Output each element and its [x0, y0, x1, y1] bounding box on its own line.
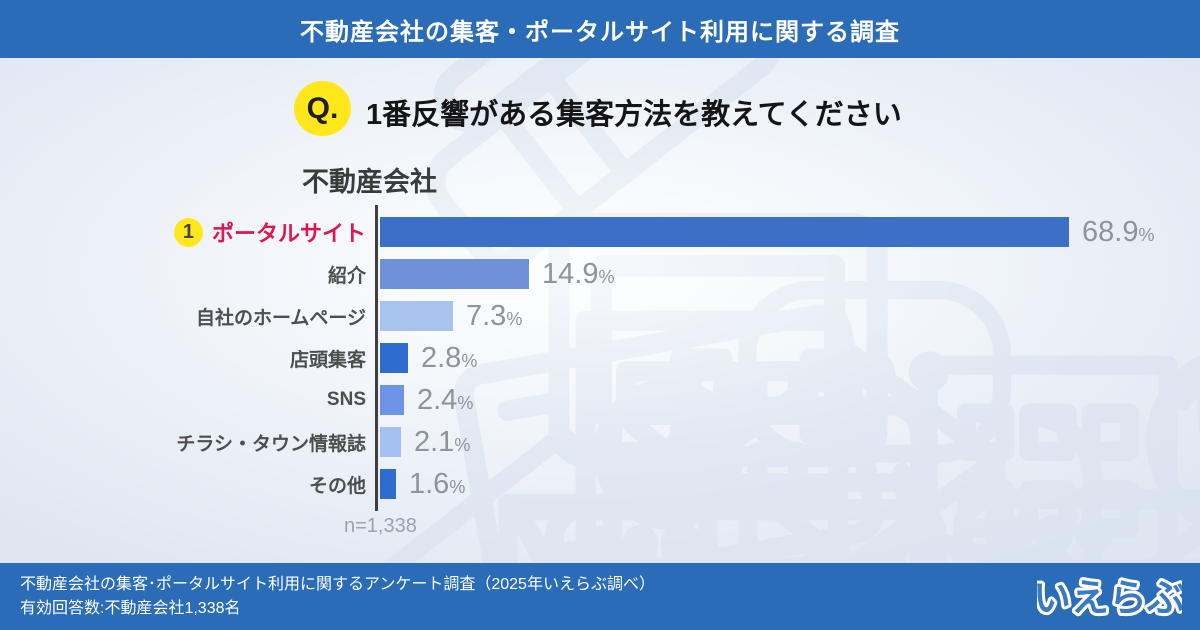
value-unit: %	[461, 350, 478, 371]
value-label: 2.4%	[417, 384, 473, 417]
bar	[380, 217, 1069, 247]
value-unit: %	[506, 308, 523, 329]
bar-chart: 1 ポータルサイト 68.9% 紹介 14.9% 自社のホームページ 7.3% 店頭集客 2.8…	[0, 203, 1200, 537]
row-label: SNS	[326, 389, 366, 410]
value-label: 14.9%	[542, 258, 614, 291]
value-label: 7.3%	[466, 300, 522, 333]
row-label: チラシ・タウン情報誌	[176, 433, 366, 455]
chart-row: SNS 2.4%	[0, 379, 1200, 421]
value-label: 1.6%	[409, 468, 465, 501]
bar	[380, 343, 408, 373]
row-label-cell: SNS	[0, 389, 366, 411]
chart-row: その他 1.6%	[0, 463, 1200, 505]
bar	[380, 301, 453, 331]
rank-1-badge: 1	[173, 217, 203, 247]
row-label: ポータルサイト	[211, 221, 366, 246]
sample-size-note: n=1,338	[344, 515, 417, 537]
value-unit: %	[454, 434, 471, 455]
row-label: 自社のホームページ	[195, 307, 366, 329]
value-number: 2.8	[421, 341, 462, 374]
row-label-cell: 1 ポータルサイト	[0, 216, 366, 248]
chart-title: 不動産会社	[302, 167, 437, 197]
chart-row: 1 ポータルサイト 68.9%	[0, 211, 1200, 253]
row-label-cell: その他	[0, 471, 366, 498]
value-number: 14.9	[542, 257, 599, 290]
value-number: 68.9	[1082, 215, 1139, 248]
row-label: 店頭集客	[289, 349, 366, 371]
question-text: 1番反響がある集客方法を教えてください	[366, 99, 902, 131]
row-label-cell: チラシ・タウン情報誌	[0, 429, 366, 456]
row-label: 紹介	[327, 265, 366, 287]
row-label: その他	[308, 475, 366, 497]
footer-note-line2: 有効回答数:不動産会社1,338名	[20, 599, 241, 617]
value-label: 2.1%	[414, 426, 470, 459]
row-label-cell: 紹介	[0, 261, 366, 288]
value-number: 1.6	[409, 467, 450, 500]
footer-note-line1: 不動産会社の集客･ポータルサイト利用に関するアンケート調査（2025年いえらぶ調…	[20, 575, 655, 593]
value-label: 2.8%	[421, 342, 477, 375]
value-number: 7.3	[466, 299, 507, 332]
chart-rows: 1 ポータルサイト 68.9% 紹介 14.9% 自社のホームページ 7.3% 店頭集客 2.8…	[0, 211, 1200, 505]
bar	[380, 469, 396, 499]
page-title: 不動産会社の集客・ポータルサイト利用に関する調査	[300, 18, 900, 46]
chart-axis	[375, 205, 378, 511]
value-unit: %	[457, 392, 474, 413]
chart-row: 自社のホームページ 7.3%	[0, 295, 1200, 337]
bar	[380, 385, 404, 415]
brand-logo-text: いえらぶ	[1037, 578, 1182, 620]
value-unit: %	[1138, 224, 1155, 245]
footer-notes: 不動産会社の集客･ポータルサイト利用に関するアンケート調査（2025年いえらぶ調…	[20, 573, 655, 621]
header-band: 不動産会社の集客・ポータルサイト利用に関する調査	[0, 0, 1200, 58]
row-label-cell: 店頭集客	[0, 345, 366, 372]
chart-row: 店頭集客 2.8%	[0, 337, 1200, 379]
chart-row: 紹介 14.9%	[0, 253, 1200, 295]
value-number: 2.4	[417, 383, 458, 416]
row-label-cell: 自社のホームページ	[0, 303, 366, 330]
bar	[380, 259, 529, 289]
footer-band: 不動産会社の集客･ポータルサイト利用に関するアンケート調査（2025年いえらぶ調…	[0, 563, 1200, 630]
question-badge-label: Q.	[306, 91, 339, 125]
background-glow	[0, 58, 1200, 563]
question-badge: Q.	[294, 81, 351, 136]
content-area: sale	[0, 58, 1200, 563]
value-unit: %	[449, 476, 466, 497]
value-number: 2.1	[414, 425, 455, 458]
chart-row: チラシ・タウン情報誌 2.1%	[0, 421, 1200, 463]
bar	[380, 427, 401, 457]
value-label: 68.9%	[1082, 216, 1154, 249]
value-unit: %	[598, 266, 615, 287]
brand-logo: いえらぶ	[1037, 575, 1182, 623]
